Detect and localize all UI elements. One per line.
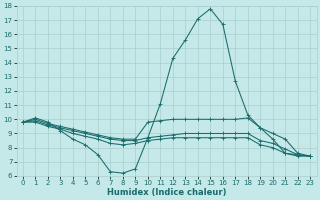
- X-axis label: Humidex (Indice chaleur): Humidex (Indice chaleur): [107, 188, 226, 197]
